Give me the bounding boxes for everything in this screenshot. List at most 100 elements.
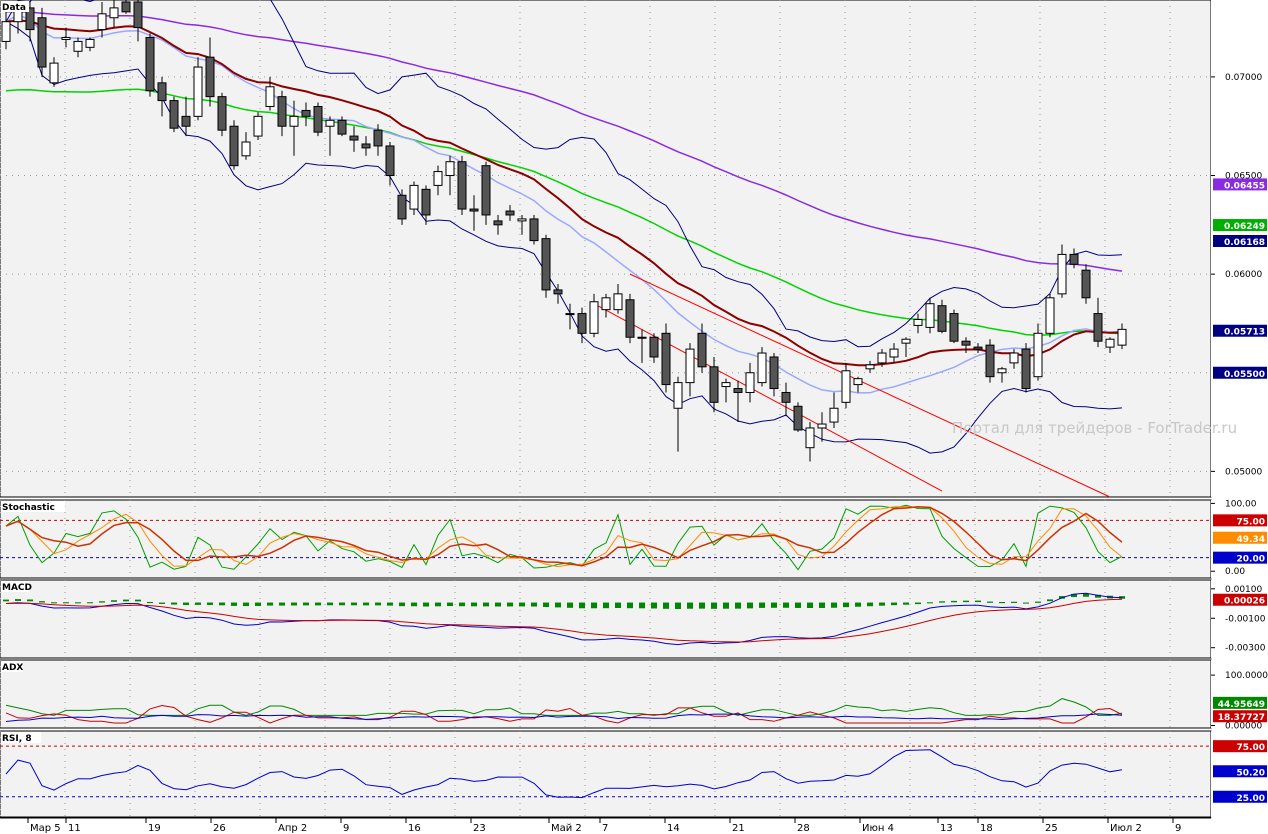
candle-body [589,301,599,334]
macd-histogram-bar [399,602,405,607]
macd-axis-area [1211,580,1268,658]
price-value-label: 0.06249 [1224,222,1265,232]
macd-panel: MACD 0.00100 -0.00100 -0.00300 0.00026 [0,579,1268,659]
candle-body [841,370,851,403]
candle-body [469,208,479,212]
macd-histogram-bar [279,602,285,606]
candle-body [757,352,767,384]
candle-body [253,115,263,137]
candle-body [1105,338,1115,348]
candle-body [949,313,959,342]
macd-histogram-bar [231,602,237,606]
x-tick-label: 25 [1045,823,1058,834]
macd-histogram-bar [447,602,453,607]
candle-body [709,366,719,403]
rsi-panel: RSI, 8 75.00 50.20 25.00 [0,730,1268,818]
macd-histogram-bar [171,602,177,605]
stochastic-value-label: 49.34 [1237,535,1265,545]
candle-body [529,218,539,242]
macd-histogram-bar [1011,601,1017,603]
candle-body [73,40,83,52]
macd-histogram-bar [1035,601,1041,603]
macd-histogram-bar [243,602,249,607]
macd-histogram-bar [423,602,429,607]
price-value-label: 0.06455 [1224,181,1265,191]
macd-histogram-bar [183,602,189,606]
macd-histogram-bar [315,602,321,606]
candle-body [481,165,491,216]
candle-body [877,352,887,364]
macd-histogram-bar [531,602,537,607]
stochastic-value-label: 20.00 [1237,555,1265,565]
adx-line [5,713,1123,722]
x-tick-label: 11 [68,823,81,834]
candle-body [805,427,815,449]
x-tick-label: 19 [148,823,161,834]
candle-body [997,368,1007,374]
candle-body [793,405,803,431]
macd-histogram-bar [723,602,729,609]
price-axis-area [1211,0,1268,497]
rsi-title-bg [1,732,41,743]
x-tick-label: 13 [940,823,953,834]
ma-green-line [5,88,1123,337]
x-axis: Мар 5 11 19 26 Апр 2 9 16 23 Май 2 7 14 21 28 Июн 4 13… [0,817,1268,834]
candle-body [97,13,107,31]
macd-histogram-bar [303,602,309,606]
macd-tick-label: -0.00300 [1225,644,1266,654]
candle-body [205,56,215,98]
candle-body [541,238,551,291]
candle-body [241,141,251,157]
price-tick-label: 0.06000 [1225,270,1262,280]
candle-body [625,299,635,338]
candle-body [577,313,587,334]
price-value-label: 0.05500 [1224,370,1265,380]
macd-histogram-bar [591,602,597,609]
candle-body [49,62,59,84]
macd-histogram-bar [39,601,45,603]
macd-histogram-bar [87,602,93,604]
candle-body [733,388,743,393]
candle-body [781,391,791,403]
candle-body [913,319,923,326]
x-tick-label: 21 [732,823,745,834]
macd-histogram-bar [615,602,621,608]
channel-lower-line [593,303,943,492]
candle-body [829,407,839,423]
price-tick-label: 0.05000 [1225,467,1262,477]
macd-histogram-bar [975,600,981,603]
macd-histogram-bar [567,602,573,608]
macd-histogram-bar [963,600,969,603]
macd-histogram-bar [363,602,369,606]
price-value-badge [1213,219,1267,232]
candle-body [277,96,287,127]
price-tick-label: 0.07000 [1225,73,1262,83]
candle-body [169,100,179,129]
stochastic-title: Stochastic [2,503,55,513]
candle-body [433,171,443,186]
candle-body [265,86,275,107]
candle-body [601,297,611,311]
candle-body [229,125,239,167]
macd-histogram-bar [387,602,393,606]
price-title: Data [2,3,26,13]
macd-histogram-bar [675,602,681,609]
candle-body [769,356,779,390]
price-tick-label: 0.06500 [1225,172,1262,182]
candle-body [313,106,323,133]
macd-histogram-bar [867,602,873,607]
x-tick-label: 16 [408,823,421,834]
ma-fast-line [5,13,1123,394]
macd-histogram-bar [651,602,657,609]
macd-histogram-bar [999,601,1005,604]
x-tick-label: Июн 4 [862,823,894,834]
candle-body [385,145,395,177]
macd-histogram-bar [471,602,477,607]
band-upper-line [5,0,1123,348]
x-tick-label: Мар 5 [30,823,61,834]
macd-histogram-bar [843,602,849,608]
macd-histogram-bar [3,599,9,602]
x-tick-label: 28 [797,823,810,834]
